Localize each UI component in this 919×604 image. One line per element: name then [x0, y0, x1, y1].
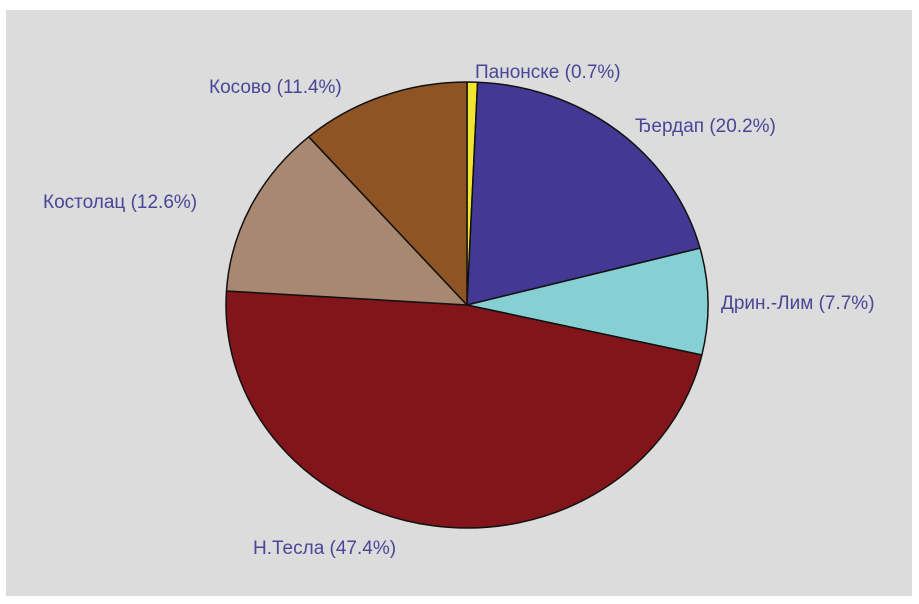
slice-label-n-tesla: Н.Тесла (47.4%) [253, 538, 396, 559]
pie-slice-3 [225, 290, 703, 529]
slice-label-panonske: Панонске (0.7%) [475, 62, 621, 83]
slice-label-kostolac: Костолац (12.6%) [43, 192, 197, 213]
pie-slice-4 [225, 136, 468, 306]
pie-slices [225, 81, 709, 529]
slice-label-djerdap: Ђердап (20.2%) [635, 116, 776, 137]
pie-slice-5 [308, 81, 468, 306]
slice-labels: Панонске (0.7%) Ђердап (20.2%) Дрин.-Лим… [43, 62, 875, 559]
slice-label-kosovo: Косово (11.4%) [209, 77, 342, 98]
slice-label-drin-lim: Дрин.-Лим (7.7%) [721, 293, 875, 314]
pie-slice-2 [466, 247, 709, 356]
pie-slice-1 [466, 81, 701, 306]
